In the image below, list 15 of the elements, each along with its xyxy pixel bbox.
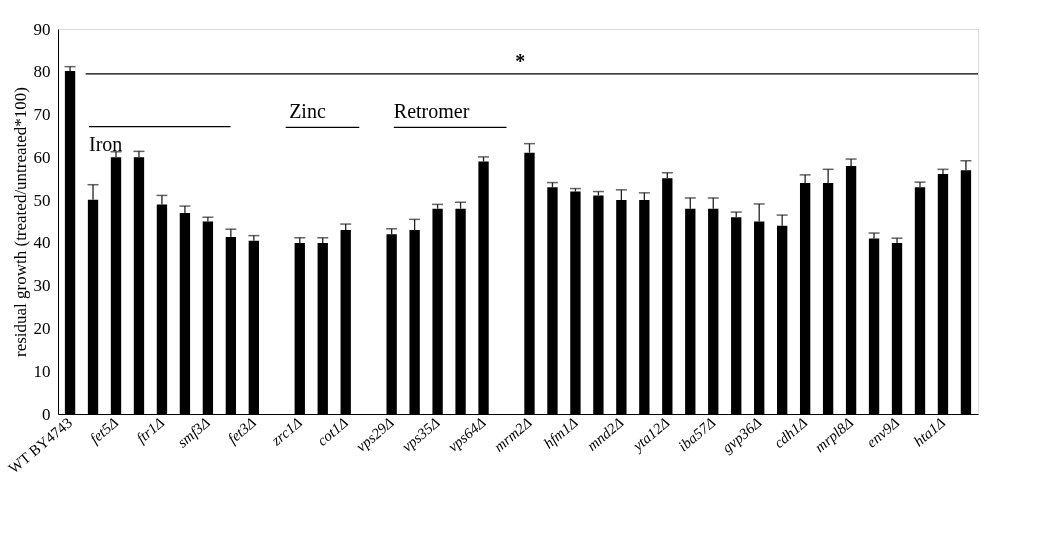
- y-tick-label: 0: [42, 404, 51, 424]
- y-tick-label: 70: [33, 105, 51, 125]
- y-axis-title: residual growth (treated/untreated*100): [10, 86, 30, 358]
- y-tick-label: 30: [33, 276, 51, 296]
- y-tick-label: 10: [33, 361, 51, 381]
- y-tick-label: 20: [33, 318, 51, 338]
- y-tick-label: 40: [33, 233, 51, 253]
- y-tick-label: 80: [33, 62, 51, 82]
- annotation: Zinc: [289, 100, 326, 123]
- y-tick-label: 50: [33, 190, 51, 210]
- annotation: Iron: [89, 133, 123, 156]
- annotation: Retromer: [393, 100, 470, 123]
- y-tick-label: 90: [33, 19, 51, 39]
- y-tick-label: 60: [33, 147, 51, 167]
- ref-line-label: *: [515, 49, 526, 72]
